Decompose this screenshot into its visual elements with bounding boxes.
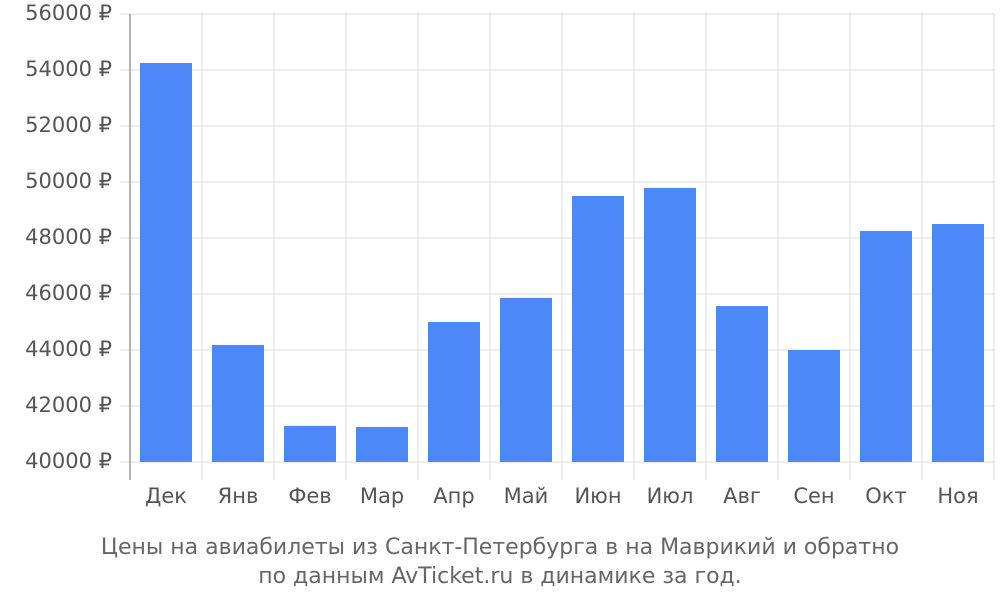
x-tick-label: Июл — [647, 484, 694, 508]
bar — [644, 187, 696, 462]
bar — [140, 63, 192, 462]
bar — [860, 231, 912, 462]
x-tick-label: Авг — [723, 484, 761, 508]
x-tick-label: Апр — [433, 484, 474, 508]
bar — [788, 350, 840, 462]
y-tick-label: 52000 ₽ — [25, 113, 112, 137]
x-tick-label: Июн — [574, 484, 621, 508]
x-tick-label: Фев — [288, 484, 331, 508]
y-tick-label: 44000 ₽ — [25, 337, 112, 361]
caption-line: Цены на авиабилеты из Санкт-Петербурга в… — [101, 535, 899, 560]
bar — [284, 425, 336, 462]
x-tick-label: Мар — [360, 484, 404, 508]
y-tick-label: 50000 ₽ — [25, 169, 112, 193]
y-tick-label: 40000 ₽ — [25, 449, 112, 473]
bar — [428, 322, 480, 462]
x-tick-label: Окт — [865, 484, 906, 508]
bar — [572, 196, 624, 462]
y-tick-label: 46000 ₽ — [25, 281, 112, 305]
x-tick-label: Дек — [145, 484, 187, 508]
y-tick-label: 56000 ₽ — [25, 1, 112, 25]
bar — [500, 297, 552, 462]
y-tick-label: 48000 ₽ — [25, 225, 112, 249]
y-tick-label: 42000 ₽ — [25, 393, 112, 417]
x-tick-label: Янв — [218, 484, 259, 508]
bar — [212, 344, 264, 462]
y-tick-label: 54000 ₽ — [25, 57, 112, 81]
x-tick-label: Ноя — [937, 484, 978, 508]
caption-line: по данным AvTicket.ru в динамике за год. — [258, 564, 742, 589]
bar — [932, 224, 984, 462]
x-tick-label: Май — [504, 484, 549, 508]
bar — [716, 306, 768, 462]
bar — [356, 427, 408, 462]
x-tick-label: Сен — [793, 484, 834, 508]
